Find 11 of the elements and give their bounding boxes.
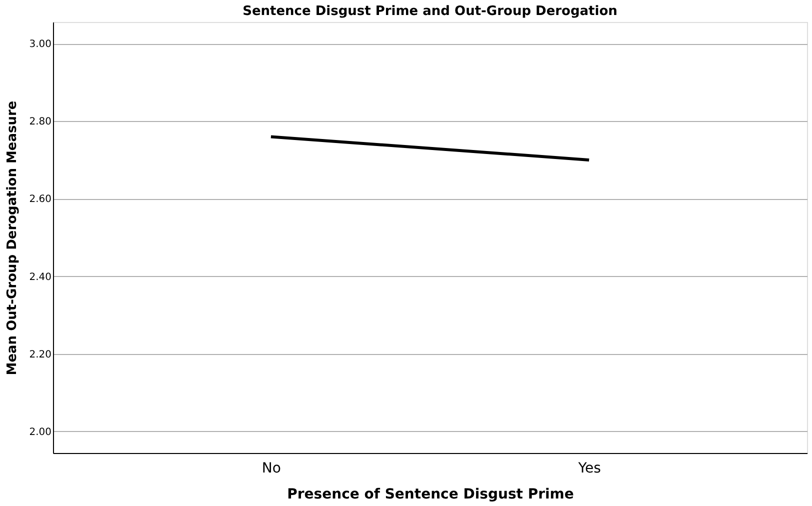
x-axis-title: Presence of Sentence Disgust Prime [287,486,574,502]
x-tick-label: No [262,460,281,476]
y-tick-label: 2.20 [29,349,52,360]
y-tick-label: 2.40 [29,272,52,283]
y-axis-title: Mean Out-Group Derogation Measure [5,100,20,376]
x-tick-label: Yes [577,460,601,476]
y-tick-label: 2.80 [29,116,52,128]
y-tick-label: 2.60 [29,194,52,206]
chart-title: Sentence Disgust Prime and Out-Group Derogation [242,4,618,19]
y-tick-label: 2.00 [29,426,52,438]
y-tick-label: 3.00 [29,39,52,50]
